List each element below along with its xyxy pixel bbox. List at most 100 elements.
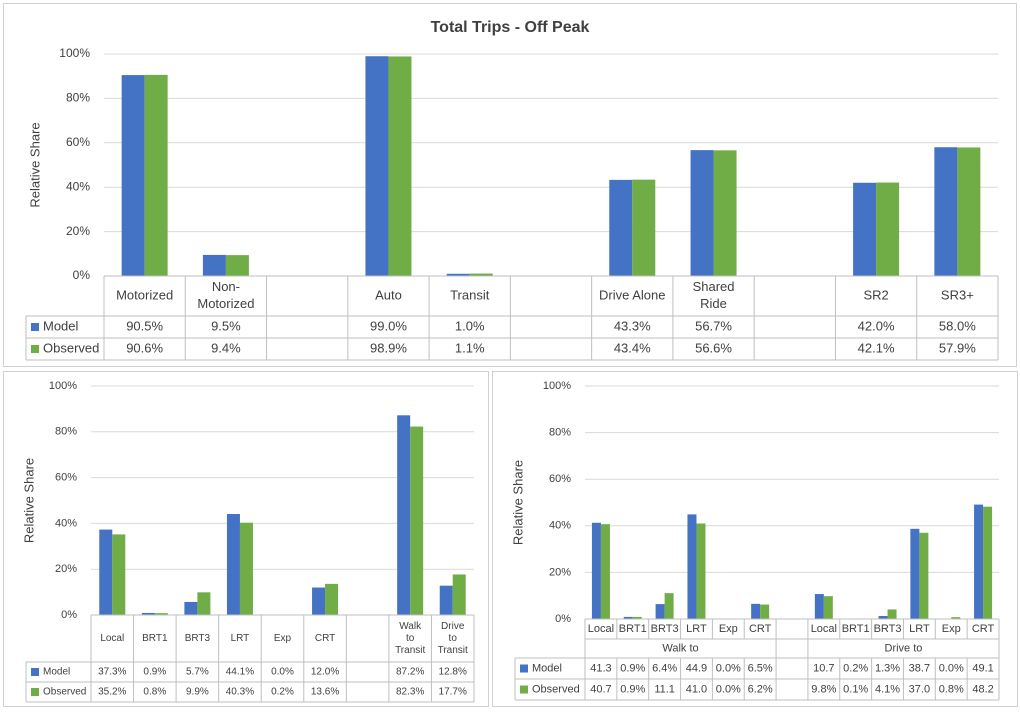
bar-observed bbox=[957, 147, 981, 276]
bar-model bbox=[814, 594, 824, 619]
bar-observed bbox=[388, 56, 412, 276]
legend-key-observed bbox=[31, 345, 39, 353]
data-table-value: 0.9% bbox=[143, 667, 166, 678]
category-label: Transit bbox=[395, 645, 425, 656]
data-table-value: 42.0% bbox=[858, 318, 895, 333]
data-table-value: 9.4% bbox=[211, 340, 241, 355]
bar-observed bbox=[144, 74, 168, 276]
legend-key-observed bbox=[520, 685, 528, 694]
data-table-value: 4.1% bbox=[875, 683, 900, 695]
category-label: LRT bbox=[686, 623, 707, 635]
data-table-value: 0.1% bbox=[843, 683, 868, 695]
data-table-value: 12.8% bbox=[439, 667, 467, 678]
category-label: Motorized bbox=[197, 296, 254, 311]
data-table-value: 90.5% bbox=[126, 318, 163, 333]
data-table-value: 9.5% bbox=[211, 318, 241, 333]
data-table-value: 1.3% bbox=[875, 662, 900, 674]
category-label: BRT3 bbox=[874, 623, 902, 635]
bar-observed bbox=[410, 426, 424, 615]
data-table-value: 0.8% bbox=[939, 683, 964, 695]
data-table-value: 43.4% bbox=[614, 340, 651, 355]
category-label: Drive Alone bbox=[599, 287, 665, 302]
bar-observed bbox=[154, 613, 168, 615]
bar-observed bbox=[664, 593, 674, 619]
data-table-value: 17.7% bbox=[439, 687, 467, 698]
bar-model bbox=[853, 182, 877, 276]
chart-panel-bottom-left: 0% 20% 40% 60% 80% 100% Relative Share Local BRT… bbox=[3, 371, 489, 707]
category-label: Exp bbox=[274, 633, 292, 644]
data-table-value: 0.9% bbox=[620, 683, 645, 695]
y-tick-label: 0% bbox=[555, 613, 571, 625]
data-table-value: 9.9% bbox=[186, 687, 209, 698]
data-table-value: 35.2% bbox=[98, 687, 126, 698]
bar-observed bbox=[112, 534, 126, 615]
y-tick-label: 20% bbox=[55, 563, 77, 575]
legend-label: Observed bbox=[43, 340, 99, 355]
bar-model bbox=[99, 529, 113, 615]
category-label: to bbox=[449, 633, 458, 644]
y-tick-label: 80% bbox=[549, 427, 571, 439]
category-label: BRT1 bbox=[142, 633, 168, 644]
bar-observed bbox=[452, 574, 466, 615]
data-table-value: 49.1 bbox=[972, 662, 993, 674]
y-axis-label: Relative Share bbox=[27, 122, 42, 207]
category-label: BRT1 bbox=[842, 623, 870, 635]
legend-label: Observed bbox=[43, 687, 86, 698]
legend-label: Model bbox=[43, 667, 70, 678]
data-table-value: 6.2% bbox=[748, 683, 773, 695]
bar-observed bbox=[951, 617, 961, 619]
bar-observed bbox=[713, 150, 737, 276]
y-tick-label: 40% bbox=[55, 517, 77, 529]
data-table-value: 57.9% bbox=[939, 340, 976, 355]
data-table-value: 98.9% bbox=[370, 340, 407, 355]
data-table-value: 10.7 bbox=[813, 662, 834, 674]
data-table-value: 9.8% bbox=[811, 683, 836, 695]
y-tick-label: 40% bbox=[66, 179, 90, 193]
y-tick-label: 100% bbox=[49, 380, 77, 392]
bar-model bbox=[184, 601, 198, 615]
y-tick-label: 60% bbox=[55, 472, 77, 484]
data-table-value: 12.0% bbox=[311, 667, 339, 678]
category-label: Motorized bbox=[116, 287, 173, 302]
y-tick-label: 20% bbox=[66, 224, 90, 238]
category-label: LRT bbox=[909, 623, 930, 635]
category-label: Exp bbox=[942, 623, 961, 635]
bar-observed bbox=[696, 523, 706, 619]
bar-model bbox=[609, 179, 633, 276]
data-table-value: 58.0% bbox=[939, 318, 976, 333]
bar-model bbox=[365, 56, 389, 276]
y-tick-label: 60% bbox=[66, 135, 90, 149]
bar-model bbox=[910, 528, 920, 619]
category-label: Local bbox=[100, 633, 124, 644]
category-label: Shared bbox=[693, 279, 735, 294]
group-label: Walk to bbox=[662, 642, 698, 654]
bar-model bbox=[141, 612, 155, 615]
data-table-value: 0.0% bbox=[716, 662, 741, 674]
data-table-value: 38.7 bbox=[909, 662, 930, 674]
y-axis-label: Relative Share bbox=[21, 458, 36, 543]
legend-key-model bbox=[520, 664, 528, 673]
bar-model bbox=[202, 254, 226, 276]
bar-observed bbox=[600, 524, 610, 619]
bar-observed bbox=[760, 604, 770, 619]
bar-observed bbox=[632, 616, 642, 619]
category-label: CRT bbox=[315, 633, 335, 644]
legend-key-observed bbox=[31, 688, 39, 696]
y-tick-label: 100% bbox=[543, 380, 571, 392]
data-table-value: 6.5% bbox=[748, 662, 773, 674]
data-table-value: 6.4% bbox=[652, 662, 677, 674]
bar-model bbox=[591, 522, 601, 619]
category-label: Transit bbox=[438, 645, 468, 656]
y-tick-label: 60% bbox=[549, 473, 571, 485]
bar-model bbox=[226, 514, 240, 615]
bar-model bbox=[690, 150, 714, 276]
legend-key-model bbox=[31, 668, 39, 676]
bar-observed bbox=[823, 596, 833, 619]
data-table-value: 13.6% bbox=[311, 687, 339, 698]
data-table-value: 1.1% bbox=[455, 340, 485, 355]
bar-model bbox=[439, 585, 453, 615]
data-table-value: 56.7% bbox=[695, 318, 732, 333]
category-label: Auto bbox=[375, 287, 402, 302]
category-label: LRT bbox=[231, 633, 250, 644]
y-tick-label: 0% bbox=[61, 609, 77, 621]
